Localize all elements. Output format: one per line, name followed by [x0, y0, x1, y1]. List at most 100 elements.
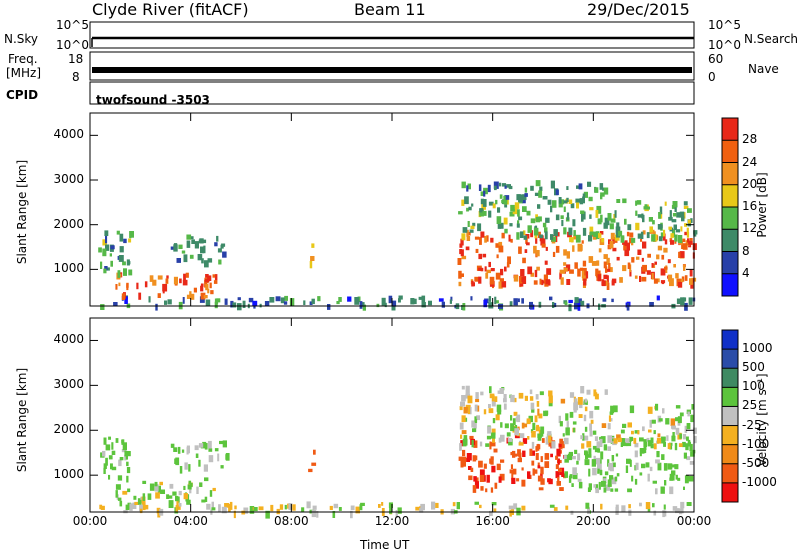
heatmap-cell	[485, 488, 488, 493]
heatmap-cell	[533, 280, 538, 285]
heatmap-cell	[589, 423, 592, 431]
heatmap-cell	[476, 405, 480, 412]
heatmap-cell	[674, 234, 678, 242]
heatmap-cell	[622, 265, 627, 272]
heatmap-cell	[482, 199, 487, 207]
heatmap-cell	[491, 502, 497, 506]
heatmap-cell	[461, 395, 466, 402]
heatmap-cell	[491, 399, 496, 407]
heatmap-cell	[115, 438, 119, 443]
heatmap-cell	[98, 247, 102, 253]
heatmap-cell	[121, 293, 126, 300]
heatmap-cell	[663, 510, 667, 517]
heatmap-cell	[191, 239, 195, 244]
heatmap-cell	[242, 300, 246, 308]
heatmap-cell	[509, 211, 515, 217]
heatmap-cell	[503, 394, 507, 399]
heatmap-cell	[518, 216, 523, 221]
heatmap-cell	[647, 253, 651, 258]
heatmap-cell	[558, 443, 562, 448]
heatmap-cell	[573, 427, 576, 433]
heatmap-cell	[551, 200, 557, 208]
heatmap-cell	[569, 237, 574, 243]
heatmap-cell	[493, 181, 499, 189]
heatmap-cell	[511, 472, 514, 481]
heatmap-cell	[578, 481, 583, 489]
colorbar-tick-label: 1000	[742, 341, 773, 356]
heatmap-cell	[586, 389, 591, 395]
heatmap-cell	[468, 475, 473, 481]
heatmap-cell	[540, 466, 544, 475]
heatmap-cell	[520, 269, 525, 277]
heatmap-cell	[575, 234, 581, 243]
heatmap-cell	[508, 505, 514, 510]
x-tick-label: 00:00	[72, 514, 108, 528]
heatmap-cell	[537, 204, 541, 209]
heatmap-cell	[480, 391, 484, 396]
heatmap-cell	[186, 240, 191, 248]
heatmap-cell	[336, 301, 340, 305]
heatmap-cell	[655, 488, 658, 495]
noise-search-label: N.Search	[744, 32, 799, 46]
heatmap-cell	[168, 500, 174, 508]
heatmap-cell	[170, 246, 174, 250]
heatmap-cell	[647, 473, 650, 482]
heatmap-cell	[157, 511, 161, 518]
heatmap-cell	[301, 507, 305, 512]
heatmap-cell	[105, 444, 111, 451]
heatmap-cell	[581, 217, 584, 222]
heatmap-cell	[463, 435, 468, 442]
heatmap-cell	[311, 462, 317, 466]
heatmap-cell	[126, 467, 131, 474]
heatmap-cell	[392, 300, 397, 307]
heatmap-cell	[199, 296, 205, 303]
heatmap-cell	[175, 505, 178, 512]
heatmap-cell	[631, 237, 636, 243]
heatmap-cell	[498, 182, 502, 187]
heatmap-cell	[217, 453, 220, 462]
heatmap-cell	[160, 489, 165, 494]
heatmap-cell	[659, 206, 663, 215]
heatmap-cell	[641, 276, 647, 282]
heatmap-cell	[482, 210, 487, 216]
heatmap-cell	[486, 435, 491, 440]
heatmap-cell	[514, 202, 520, 209]
heatmap-cell	[593, 484, 596, 488]
heatmap-cell	[576, 185, 581, 189]
heatmap-cell	[523, 230, 526, 235]
heatmap-cell	[530, 185, 534, 191]
heatmap-cell	[596, 393, 599, 400]
heatmap-cell	[208, 455, 214, 463]
heatmap-cell	[152, 279, 157, 286]
heatmap-cell	[622, 198, 627, 204]
heatmap-cell	[124, 296, 128, 304]
heatmap-cell	[690, 414, 694, 423]
heatmap-cell	[585, 271, 589, 279]
heatmap-cell	[129, 231, 132, 239]
heatmap-cell	[224, 298, 228, 305]
freq-right-tick-top: 60	[708, 52, 724, 66]
heatmap-cell	[690, 451, 695, 457]
heatmap-cell	[545, 246, 548, 251]
heatmap-cell	[545, 410, 549, 415]
heatmap-cell	[512, 468, 517, 475]
heatmap-cell	[561, 199, 565, 205]
heatmap-cell	[175, 505, 181, 510]
heatmap-cell	[211, 501, 214, 510]
heatmap-cell	[652, 220, 655, 225]
heatmap-cell	[559, 487, 564, 491]
freq-trace	[92, 67, 692, 73]
heatmap-cell	[572, 245, 575, 252]
heatmap-cell	[105, 244, 110, 251]
date-title: 29/Dec/2015	[587, 0, 690, 19]
heatmap-cell	[347, 296, 352, 302]
heatmap-cell	[548, 395, 553, 404]
heatmap-cell	[613, 214, 616, 221]
heatmap-cell	[692, 427, 697, 434]
heatmap-cell	[474, 416, 477, 422]
heatmap-cell	[488, 408, 494, 414]
heatmap-cell	[595, 210, 599, 218]
heatmap-cell	[517, 457, 522, 463]
heatmap-cell	[530, 218, 536, 224]
colorbar-segment	[722, 251, 738, 275]
